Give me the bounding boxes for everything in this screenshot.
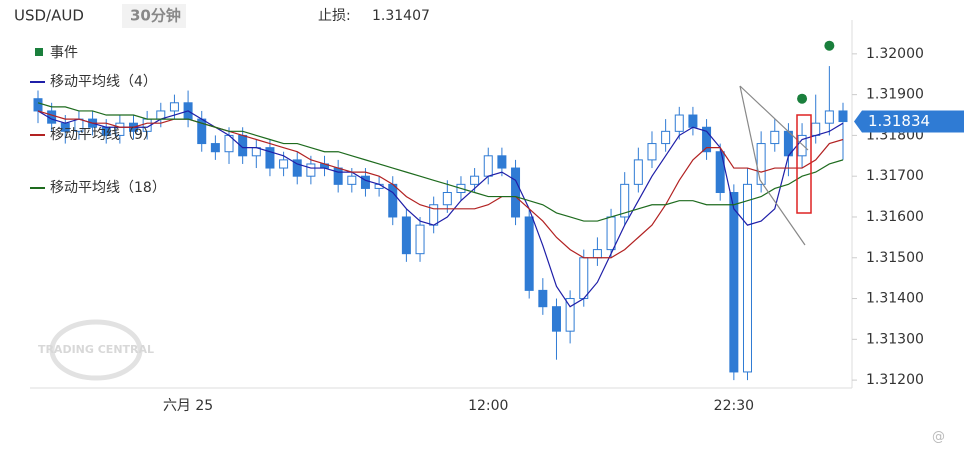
candle-body bbox=[265, 147, 275, 169]
legend-label: 移动平均线（4） bbox=[50, 74, 157, 90]
y-tick-label: 1.31400 bbox=[866, 291, 924, 307]
y-tick-label: 1.31300 bbox=[866, 331, 924, 347]
corner-watermark: @ bbox=[932, 430, 945, 445]
candle-body bbox=[538, 289, 548, 308]
candle-body bbox=[551, 306, 561, 332]
candle-body bbox=[470, 175, 480, 185]
y-tick-label: 1.32000 bbox=[866, 46, 924, 62]
y-tick-label: 1.31700 bbox=[866, 168, 924, 184]
legend-label: 移动平均线（9） bbox=[50, 127, 157, 143]
candle-body bbox=[756, 143, 766, 185]
ma-line bbox=[37, 110, 844, 308]
candle-body bbox=[824, 110, 834, 124]
candle-body bbox=[388, 183, 398, 218]
candle-body bbox=[565, 298, 575, 332]
candle-body bbox=[702, 126, 712, 153]
trend-line bbox=[739, 85, 806, 246]
ma-line bbox=[37, 110, 844, 259]
event-dot bbox=[797, 93, 808, 104]
legend-label: 移动平均线（18） bbox=[50, 180, 166, 196]
candle-body bbox=[592, 249, 602, 259]
candle-body bbox=[33, 98, 43, 112]
candle-body bbox=[347, 175, 357, 185]
candle-body bbox=[497, 155, 507, 169]
candle-body bbox=[442, 192, 452, 206]
candle-body bbox=[579, 257, 589, 300]
candle-body bbox=[729, 192, 739, 373]
x-tick-label: 六月 25 bbox=[163, 398, 213, 414]
price-tag bbox=[854, 110, 964, 133]
candle-body bbox=[279, 159, 289, 169]
candle-body bbox=[333, 167, 343, 185]
candle-body bbox=[797, 134, 807, 157]
candle-body bbox=[606, 216, 616, 251]
candle-body bbox=[115, 122, 125, 136]
candle-body bbox=[169, 102, 179, 112]
candle-body bbox=[742, 183, 752, 373]
legend-swatch bbox=[35, 48, 43, 56]
candle-body bbox=[838, 110, 848, 123]
candle-body bbox=[360, 175, 370, 189]
candle-body bbox=[715, 151, 725, 194]
candle-body bbox=[770, 130, 780, 145]
ma-line bbox=[37, 102, 844, 222]
candle-body bbox=[688, 114, 698, 128]
legend-label: 事件 bbox=[50, 45, 78, 61]
candle-body bbox=[292, 159, 302, 177]
interval-box bbox=[122, 4, 186, 28]
candle-body bbox=[674, 114, 684, 132]
interval: 30分钟 bbox=[130, 7, 181, 25]
candle-body bbox=[511, 167, 521, 218]
candle-body bbox=[524, 216, 534, 291]
y-tick-label: 1.31200 bbox=[866, 372, 924, 388]
stop-value: 1.31407 bbox=[372, 8, 430, 24]
watermark: TRADING CENTRAL bbox=[38, 343, 154, 356]
candle-body bbox=[620, 183, 630, 218]
candle-body bbox=[647, 143, 657, 161]
candle-body bbox=[401, 216, 411, 255]
candle-body bbox=[210, 143, 220, 153]
candle-body bbox=[661, 130, 671, 145]
stop-label: 止损: bbox=[318, 8, 351, 24]
event-dot bbox=[824, 40, 835, 51]
candle-body bbox=[811, 122, 821, 136]
plot bbox=[33, 40, 848, 381]
candle-body bbox=[633, 159, 643, 185]
candle-body bbox=[415, 224, 425, 255]
watermark-ring bbox=[49, 319, 143, 381]
pair: USD/AUD bbox=[14, 7, 84, 25]
y-tick-label: 1.31900 bbox=[866, 87, 924, 103]
x-tick-label: 12:00 bbox=[468, 398, 508, 414]
y-tick-label: 1.31600 bbox=[866, 209, 924, 225]
y-tick-label: 1.31500 bbox=[866, 250, 924, 266]
price-tag-label: 1.31834 bbox=[868, 112, 930, 130]
x-tick-label: 22:30 bbox=[714, 398, 754, 414]
candle-body bbox=[483, 155, 493, 177]
candle-body bbox=[306, 163, 316, 177]
highlight-box bbox=[796, 114, 812, 214]
